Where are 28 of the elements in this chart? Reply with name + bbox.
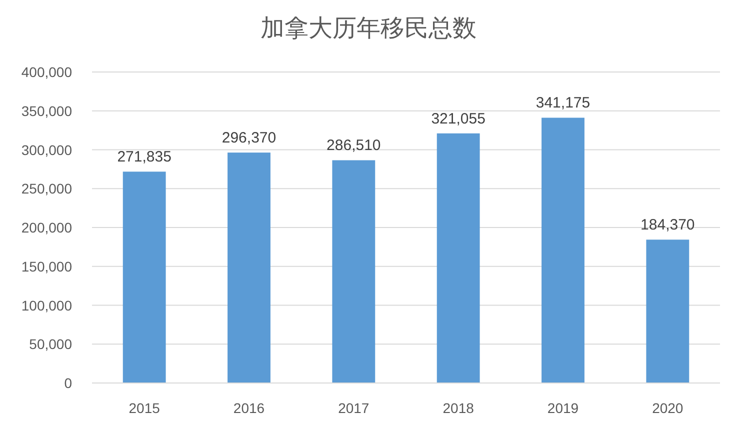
x-tick-label: 2018 [442, 400, 474, 416]
x-tick-label: 2017 [338, 400, 370, 416]
x-tick-label: 2019 [547, 400, 579, 416]
y-tick-label: 50,000 [29, 336, 72, 352]
y-tick-label: 0 [64, 375, 72, 391]
data-label: 321,055 [431, 110, 486, 128]
y-tick-label: 150,000 [21, 258, 72, 274]
data-label: 184,370 [640, 216, 695, 234]
y-tick-label: 400,000 [21, 64, 72, 80]
y-tick-label: 300,000 [21, 142, 72, 158]
data-label: 296,370 [222, 130, 276, 147]
bar [646, 240, 690, 383]
bar [542, 118, 584, 383]
data-label: 286,510 [326, 137, 381, 154]
y-tick-label: 250,000 [21, 180, 72, 197]
chart-title: 加拿大历年移民总数 [260, 15, 476, 42]
y-tick-label: 350,000 [21, 102, 72, 119]
x-tick-label: 2020 [652, 400, 684, 416]
x-tick-label: 2016 [233, 400, 265, 416]
bar [436, 133, 480, 383]
data-label: 271,835 [117, 148, 172, 166]
data-label: 341,175 [536, 94, 590, 112]
bar [332, 160, 376, 383]
bar [228, 152, 270, 383]
y-tick-label: 100,000 [21, 297, 72, 314]
x-tick-label: 2015 [128, 400, 160, 416]
y-tick-label: 200,000 [21, 220, 72, 236]
bar [122, 172, 166, 383]
